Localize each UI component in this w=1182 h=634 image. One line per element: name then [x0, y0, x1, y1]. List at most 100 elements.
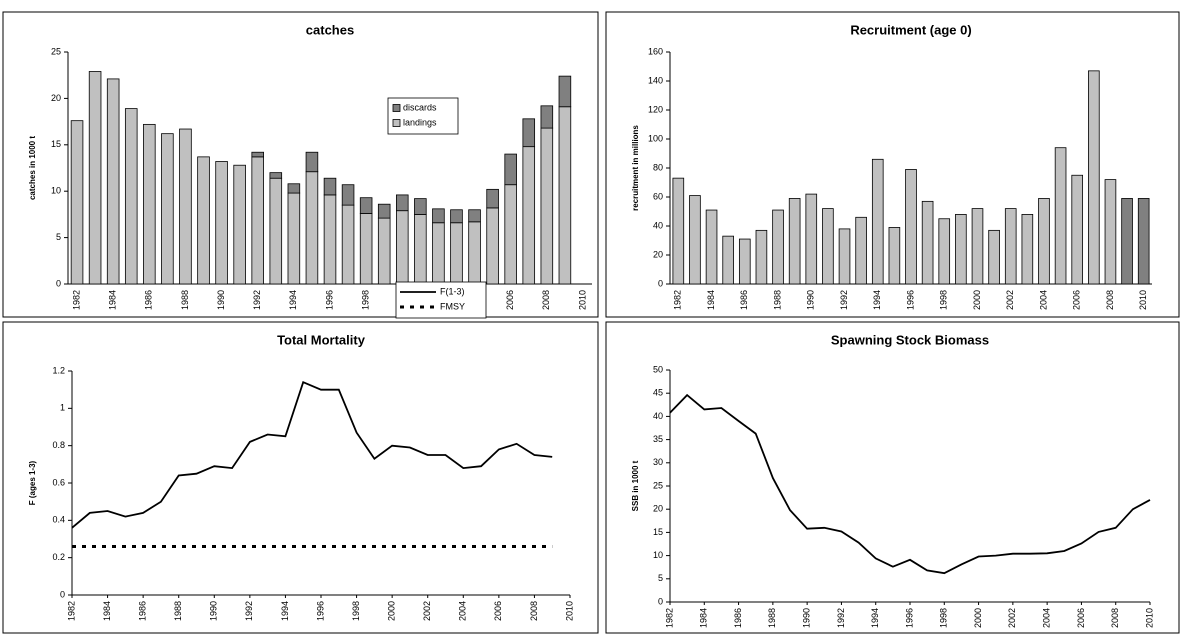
legend-label: landings [403, 117, 437, 127]
legend-box [395, 281, 487, 319]
bar [106, 78, 120, 285]
bar [1054, 147, 1067, 285]
x-tick-label: 1984 [102, 601, 112, 621]
bar [251, 151, 264, 158]
x-tick-label: 1992 [836, 608, 846, 628]
x-tick-label: 1994 [288, 290, 298, 310]
x-tick-label: 2000 [973, 608, 983, 628]
bar [414, 213, 427, 285]
bar [905, 169, 917, 285]
bar [450, 222, 463, 285]
x-tick-label: 1988 [180, 290, 190, 310]
x-tick-label: 2002 [1005, 290, 1015, 310]
chart-title: Total Mortality [277, 332, 366, 347]
bar [287, 192, 301, 285]
bar [1004, 208, 1017, 285]
bar [558, 106, 572, 285]
x-tick-label: 1998 [361, 290, 371, 310]
y-tick-label: 0 [658, 278, 663, 288]
x-tick-label: 1988 [767, 608, 777, 628]
bar [468, 209, 481, 223]
x-tick-label: 1990 [209, 601, 219, 621]
bar [432, 222, 445, 285]
bar [522, 146, 536, 285]
bar [377, 203, 391, 219]
y-tick-label: 5 [658, 573, 663, 583]
bar [233, 164, 246, 285]
x-tick-label: 2006 [1072, 290, 1082, 310]
bar [738, 238, 751, 285]
x-tick-label: 2002 [1007, 608, 1017, 628]
y-tick-label: 1.2 [52, 365, 65, 375]
bar [305, 171, 319, 285]
bar [1121, 198, 1133, 285]
y-tick-label: 120 [648, 104, 663, 114]
bar [772, 209, 784, 285]
x-tick-label: 2006 [493, 601, 503, 621]
bar [305, 151, 319, 173]
x-tick-label: 1990 [806, 290, 816, 310]
bar [1071, 174, 1084, 285]
y-tick-label: 80 [653, 162, 663, 172]
y-tick-label: 15 [653, 527, 663, 537]
bar [788, 198, 801, 285]
chart-title: Spawning Stock Biomass [831, 332, 989, 347]
bar [540, 127, 554, 285]
line-series [669, 393, 1151, 575]
bar [269, 172, 283, 179]
bar [377, 217, 391, 285]
y-tick-label: 0 [56, 278, 61, 288]
bar [251, 156, 264, 285]
x-tick-label: 1994 [280, 601, 290, 621]
x-tick-label: 1996 [905, 290, 915, 310]
bar [822, 208, 834, 285]
x-tick-label: 2006 [1076, 608, 1086, 628]
x-tick-label: 1992 [252, 290, 262, 310]
x-tick-label: 1986 [144, 290, 154, 310]
legend-label: F(1-3) [440, 286, 465, 296]
x-tick-label: 1996 [315, 601, 325, 621]
legend-label: FMSY [440, 301, 465, 311]
bar [269, 177, 283, 285]
bar [161, 133, 174, 285]
x-tick-label: 2008 [529, 601, 539, 621]
x-tick-label: 2006 [505, 290, 515, 310]
bar [888, 227, 901, 285]
x-tick-label: 1992 [244, 601, 254, 621]
panel-border [2, 11, 599, 318]
bar [414, 198, 427, 215]
y-tick-label: 0.4 [52, 515, 65, 525]
legend-swatch [392, 104, 401, 112]
x-tick-label: 1984 [706, 290, 716, 310]
bar [359, 197, 373, 214]
x-tick-label: 1984 [699, 608, 709, 628]
bar [486, 188, 499, 209]
y-tick-label: 10 [51, 186, 61, 196]
bar [540, 105, 554, 129]
x-tick-label: 1994 [870, 608, 880, 628]
bar [396, 210, 409, 285]
y-tick-label: 45 [653, 388, 663, 398]
y-axis-label: recruitment in millions [631, 125, 640, 211]
y-axis-label: SSB in 1000 t [631, 460, 640, 511]
bar [486, 207, 499, 285]
bar [558, 75, 572, 108]
bar [1088, 70, 1100, 285]
x-tick-label: 1996 [324, 290, 334, 310]
bar [955, 213, 967, 285]
y-tick-label: 30 [653, 457, 663, 467]
y-tick-label: 5 [56, 232, 61, 242]
bar [805, 193, 818, 285]
y-tick-label: 0.8 [52, 440, 65, 450]
y-tick-label: 0 [658, 596, 663, 606]
bar [468, 221, 481, 285]
panel-border [605, 11, 1180, 318]
x-tick-label: 2002 [422, 601, 432, 621]
x-tick-label: 1986 [733, 608, 743, 628]
bar [359, 213, 373, 285]
y-tick-label: 20 [51, 93, 61, 103]
bar [432, 208, 445, 224]
x-tick-label: 1988 [772, 290, 782, 310]
x-tick-label: 1996 [904, 608, 914, 628]
